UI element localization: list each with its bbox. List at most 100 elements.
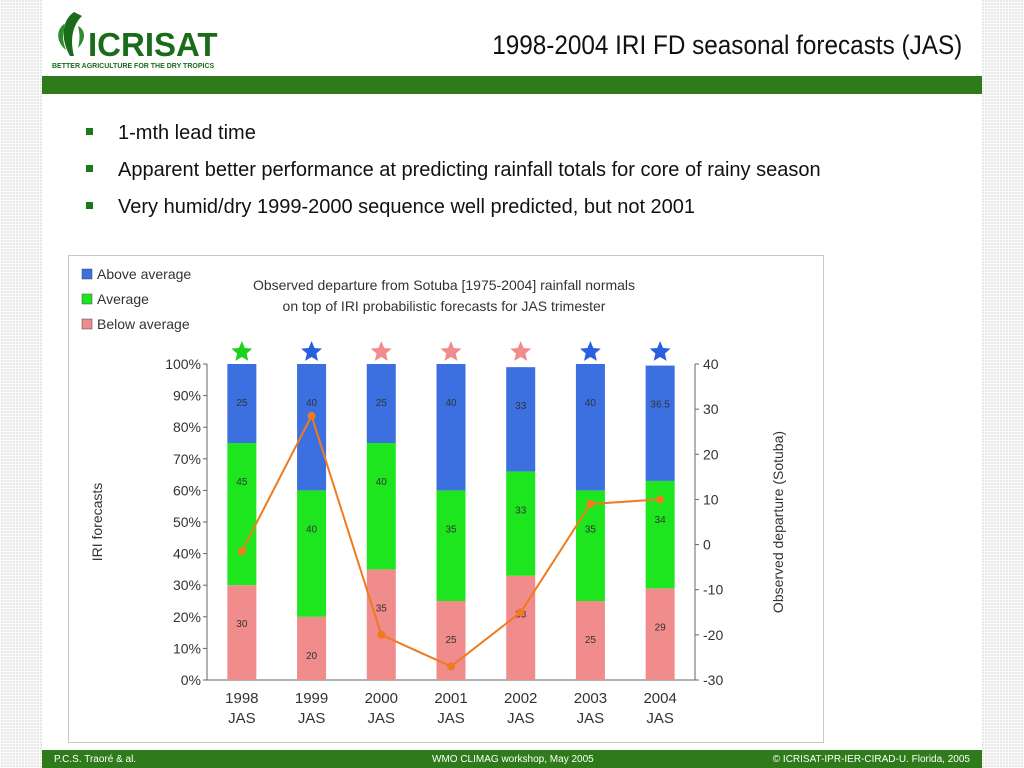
- y-tick-label: 10%: [173, 640, 201, 656]
- x-tick-label: 2003: [574, 690, 607, 707]
- bar-average: [366, 443, 396, 570]
- legend-swatch: [81, 268, 93, 280]
- y-axis-label: IRI forecasts: [89, 483, 105, 562]
- legend-swatch: [81, 293, 93, 305]
- legend-label: Above average: [97, 266, 191, 282]
- y-tick-label: 0%: [181, 672, 201, 688]
- bullet-item: 1-mth lead time: [80, 118, 821, 155]
- bar-data-label: 35: [376, 603, 388, 614]
- square-bullet-icon: [86, 128, 93, 135]
- y-tick-label: 90%: [173, 388, 201, 404]
- observed-departure-point: [237, 547, 246, 556]
- bar-data-label: 45: [236, 477, 248, 488]
- bar-average: [436, 490, 466, 601]
- star-icon: [440, 341, 462, 361]
- y2-tick-label: 10: [703, 491, 719, 507]
- x-tick-sublabel: JAS: [646, 710, 674, 727]
- star-icon: [649, 341, 671, 361]
- bar-average: [575, 490, 605, 601]
- y-tick-label: 80%: [173, 419, 201, 435]
- observed-departure-point: [586, 499, 595, 508]
- star-icon: [231, 341, 253, 361]
- footer-bar: P.C.S. Traoré & al. WMO CLIMAG workshop,…: [42, 750, 982, 768]
- bar-below-average: [506, 575, 536, 680]
- x-tick-label: 2004: [643, 690, 676, 707]
- bar-above-average: [436, 364, 466, 491]
- x-tick-sublabel: JAS: [298, 710, 326, 727]
- bullet-text: 1-mth lead time: [118, 122, 256, 144]
- chart-title: on top of IRI probabilistic forecasts fo…: [283, 298, 606, 314]
- observed-departure-point: [447, 662, 455, 671]
- bullet-item: Very humid/dry 1999-2000 sequence well p…: [80, 192, 821, 229]
- footer-author: P.C.S. Traoré & al.: [54, 754, 137, 765]
- x-tick-label: 2000: [365, 690, 398, 707]
- chart-frame: Observed departure from Sotuba [1975-200…: [68, 255, 824, 743]
- bar-data-label: 40: [445, 398, 457, 409]
- x-tick-sublabel: JAS: [577, 710, 605, 727]
- star-icon: [510, 341, 532, 361]
- slide-title: 1998-2004 IRI FD seasonal forecasts (JAS…: [491, 30, 962, 60]
- bullet-text: Very humid/dry 1999-2000 sequence well p…: [118, 196, 696, 218]
- y-tick-label: 20%: [173, 609, 201, 625]
- bar-data-label: 33: [515, 401, 527, 412]
- y-tick-label: 70%: [173, 451, 201, 467]
- y2-tick-label: 20: [703, 446, 719, 462]
- footer-copyright: © ICRISAT-IPR-IER-CIRAD-U. Florida, 2005: [772, 754, 970, 765]
- bar-above-average: [297, 364, 327, 491]
- star-icon: [370, 341, 392, 361]
- bar-data-label: 25: [445, 635, 457, 646]
- star-icon: [580, 341, 601, 361]
- y2-tick-label: -10: [703, 582, 723, 598]
- y-tick-label: 100%: [165, 356, 201, 372]
- square-bullet-icon: [86, 165, 93, 172]
- x-tick-label: 2001: [434, 690, 467, 707]
- bar-below-average: [297, 616, 327, 680]
- x-tick-label: 2002: [504, 690, 537, 707]
- x-tick-sublabel: JAS: [437, 710, 465, 727]
- bar-below-average: [575, 601, 605, 680]
- bar-data-label: 35: [445, 524, 457, 535]
- observed-departure-point: [516, 608, 525, 617]
- bar-data-label: 40: [585, 398, 597, 409]
- y-tick-label: 50%: [173, 514, 201, 530]
- logo-tagline: BETTER AGRICULTURE FOR THE DRY TROPICS: [52, 63, 215, 70]
- observed-departure-point: [656, 495, 665, 504]
- bullet-item: Apparent better performance at predictin…: [80, 155, 821, 192]
- chart-title: Observed departure from Sotuba [1975-200…: [253, 277, 635, 293]
- y-tick-label: 60%: [173, 482, 201, 498]
- bar-data-label: 29: [655, 622, 667, 633]
- x-tick-label: 1998: [225, 690, 258, 707]
- bar-data-label: 36.5: [650, 400, 670, 411]
- bar-data-label: 25: [585, 635, 597, 646]
- observed-departure-point: [377, 630, 386, 639]
- y2-tick-label: -30: [703, 672, 723, 688]
- bar-data-label: 33: [515, 505, 527, 516]
- star-icon: [301, 341, 322, 361]
- x-tick-label: 1999: [295, 690, 328, 707]
- bar-data-label: 30: [236, 619, 248, 630]
- bar-below-average: [366, 569, 396, 680]
- x-tick-sublabel: JAS: [507, 710, 535, 727]
- y2-tick-label: 30: [703, 401, 719, 417]
- square-bullet-icon: [86, 202, 93, 209]
- bar-average: [227, 443, 257, 586]
- slide: ICRISAT BETTER AGRICULTURE FOR THE DRY T…: [42, 0, 982, 768]
- y-tick-label: 40%: [173, 546, 201, 562]
- y2-tick-label: -20: [703, 627, 723, 643]
- footer-event: WMO CLIMAG workshop, May 2005: [432, 754, 594, 765]
- bar-data-label: 40: [376, 477, 388, 488]
- bar-data-label: 40: [306, 524, 318, 535]
- bullet-text: Apparent better performance at predictin…: [118, 159, 821, 181]
- title-divider: [42, 76, 982, 94]
- bar-data-label: 25: [236, 398, 248, 409]
- bar-above-average: [366, 364, 396, 443]
- bar-below-average: [227, 585, 257, 680]
- bar-data-label: 20: [306, 651, 318, 662]
- logo-leaf-icon: [58, 12, 84, 56]
- bar-above-average: [645, 365, 675, 481]
- observed-departure-point: [307, 411, 316, 420]
- stacked-bar-chart: Observed departure from Sotuba [1975-200…: [81, 266, 786, 727]
- x-tick-sublabel: JAS: [228, 710, 256, 727]
- bar-above-average: [227, 364, 257, 443]
- y2-axis-label: Observed departure (Sotuba): [770, 431, 786, 613]
